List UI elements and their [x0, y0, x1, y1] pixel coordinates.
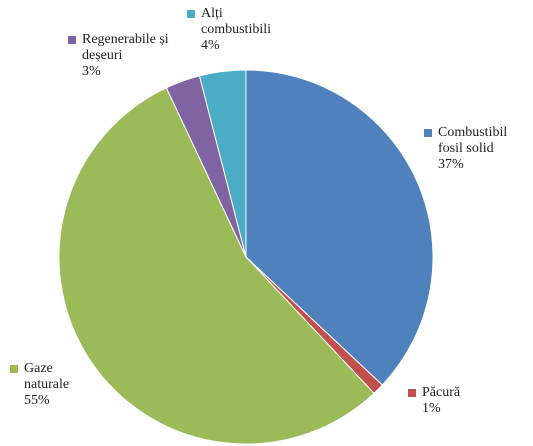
- pie-slice: [58, 87, 375, 445]
- legend-marker: [68, 36, 76, 44]
- percent-label: 55%: [24, 393, 50, 408]
- pie-slice: [245, 69, 434, 386]
- legend-marker: [187, 10, 195, 18]
- legend-marker: [424, 129, 432, 137]
- pie-slice: [198, 69, 247, 258]
- percent-label: 1%: [422, 401, 441, 416]
- slice-label: Păcură 1%: [408, 385, 492, 417]
- category-name: Regenerabile și deșeuri: [82, 32, 169, 63]
- percent-label: 4%: [201, 38, 220, 53]
- percent-label: 3%: [82, 64, 101, 79]
- category-name: Alți combustibili: [201, 6, 271, 37]
- slice-label: Gaze naturale 55%: [10, 361, 96, 409]
- slice-label: Regenerabile și deșeuri 3%: [68, 32, 174, 80]
- legend-marker: [408, 389, 416, 397]
- category-name: Combustibil fosil solid: [438, 125, 508, 156]
- slice-label: Alți combustibili 4%: [187, 6, 293, 54]
- category-name: Gaze naturale: [24, 361, 70, 392]
- slice-label: Combustibil fosil solid 37%: [424, 125, 528, 173]
- legend-marker: [10, 365, 18, 373]
- category-name: Păcură: [422, 385, 461, 400]
- percent-label: 37%: [438, 157, 464, 172]
